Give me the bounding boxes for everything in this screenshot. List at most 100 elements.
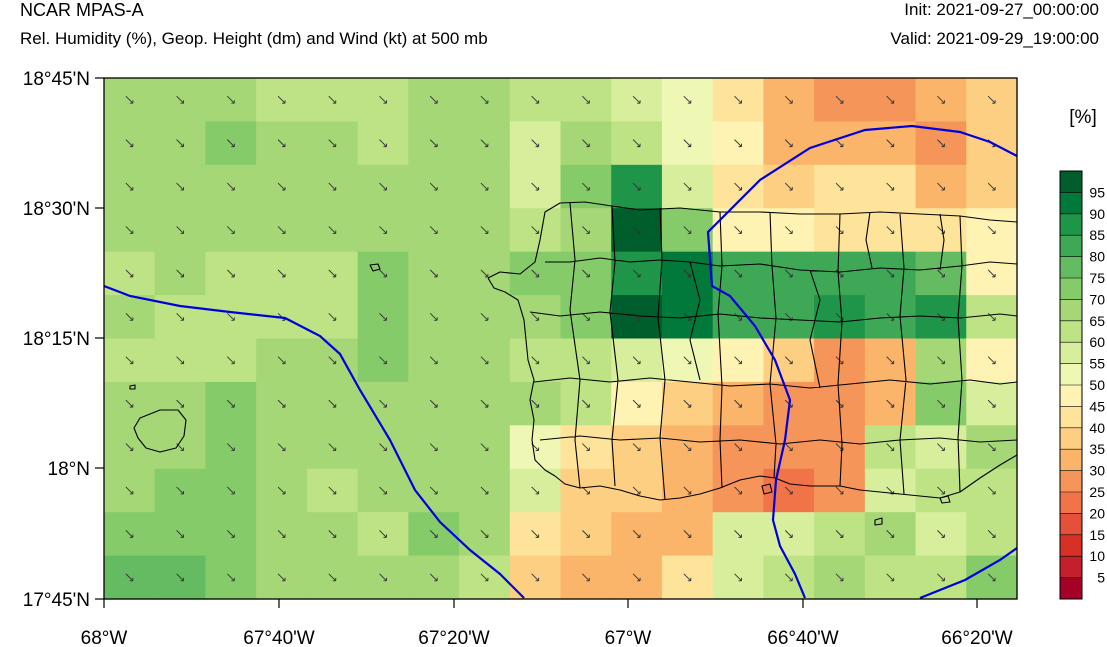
colorbar-label: 55 xyxy=(1089,356,1105,372)
wind-arrow xyxy=(277,486,286,495)
map-title: NCAR MPAS-A xyxy=(20,0,144,20)
lat-label: 18°30'N xyxy=(23,199,90,220)
wind-arrow xyxy=(632,530,641,538)
wind-arrow xyxy=(328,269,337,278)
wind-arrow xyxy=(683,139,692,148)
wind-arrow xyxy=(531,356,540,365)
wind-arrow xyxy=(937,95,945,104)
colorbar-swatch xyxy=(1060,470,1082,493)
wind-arrow xyxy=(734,226,742,234)
wind-arrow xyxy=(531,486,540,495)
wind-arrow xyxy=(379,139,387,148)
lon-label: 68°W xyxy=(81,628,128,647)
wind-arrow xyxy=(277,399,286,408)
wind-arrow xyxy=(226,182,235,191)
wind-arrow xyxy=(734,573,742,582)
wind-arrow xyxy=(226,399,235,408)
wind-arrow xyxy=(480,356,489,365)
wind-arrow xyxy=(429,356,438,365)
colorbar-swatch xyxy=(1060,299,1082,322)
wind-arrow xyxy=(379,399,387,408)
init-time: Init: 2021-09-27_00:00:00 xyxy=(904,0,1099,19)
colorbar-label: 5 xyxy=(1097,570,1105,586)
humidity-field xyxy=(104,78,1018,600)
wind-arrow xyxy=(429,226,438,234)
wind-arrow xyxy=(784,139,793,148)
wind-arrow xyxy=(683,486,692,495)
colorbar-swatch xyxy=(1060,449,1082,471)
wind-arrow xyxy=(226,486,235,495)
wind-arrow xyxy=(531,95,540,104)
wind-arrow xyxy=(937,269,945,278)
wind-arrow xyxy=(277,182,286,191)
wind-arrow xyxy=(937,399,945,408)
lat-label: 18°15'N xyxy=(23,329,90,350)
wind-arrow xyxy=(125,182,134,191)
wind-arrow xyxy=(784,443,793,451)
wind-arrow xyxy=(125,399,134,408)
wind-arrow xyxy=(328,356,337,365)
wind-arrow xyxy=(480,530,489,538)
wind-arrow xyxy=(683,356,692,365)
wind-arrow xyxy=(429,312,438,321)
monito-island xyxy=(129,384,136,390)
colorbar-label: 85 xyxy=(1089,227,1105,243)
wind-arrow xyxy=(784,486,793,495)
colorbar-swatch xyxy=(1060,427,1082,450)
wind-arrow xyxy=(835,95,844,104)
wind-arrow xyxy=(429,95,438,104)
wind-arrow xyxy=(379,486,387,495)
colorbar-label: 35 xyxy=(1089,441,1105,457)
wind-arrow xyxy=(582,139,590,148)
wind-arrow xyxy=(683,95,692,104)
wind-arrow xyxy=(480,573,489,582)
wind-arrow xyxy=(582,443,590,451)
wind-arrow xyxy=(734,399,742,408)
wind-arrow xyxy=(379,269,387,278)
wind-arrow xyxy=(886,399,895,408)
wind-arrow xyxy=(125,269,134,278)
wind-arrow xyxy=(886,530,895,538)
wind-arrow xyxy=(632,443,641,451)
wind-arrow xyxy=(531,312,540,321)
colorbar-swatch xyxy=(1060,320,1082,343)
wind-arrow xyxy=(328,139,337,148)
wind-arrow xyxy=(937,443,945,451)
wind-arrow xyxy=(125,530,134,538)
wind-arrows xyxy=(125,95,996,582)
wind-arrow xyxy=(582,95,590,104)
wind-arrow xyxy=(683,443,692,451)
colorbar-label: 65 xyxy=(1089,313,1105,329)
colorbar-label: 15 xyxy=(1089,527,1105,543)
wind-arrow xyxy=(125,443,134,451)
wind-arrow xyxy=(328,530,337,538)
colorbar-unit: [%] xyxy=(1069,107,1096,128)
wind-arrow xyxy=(784,356,793,365)
wind-arrow xyxy=(987,486,996,495)
wind-arrow xyxy=(734,139,742,148)
mona-island xyxy=(133,409,187,453)
wind-arrow xyxy=(582,399,590,408)
wind-arrow xyxy=(632,269,641,278)
wind-arrow xyxy=(176,269,185,278)
colorbar-swatch xyxy=(1060,534,1082,557)
wind-arrow xyxy=(683,226,692,234)
wind-arrow xyxy=(328,443,337,451)
wind-arrow xyxy=(176,573,185,582)
wind-arrow xyxy=(734,356,742,365)
colorbar: [%] 5 10 15 20 25 30 35 40 45 50 55 60 65 70 75 80 85 90 95 xyxy=(1059,107,1105,600)
wind-arrow xyxy=(277,226,286,234)
wind-arrow xyxy=(328,226,337,234)
wind-arrow xyxy=(480,486,489,495)
wind-arrow xyxy=(429,573,438,582)
wind-arrow xyxy=(226,573,235,582)
wind-arrow xyxy=(480,182,489,191)
colorbar-swatch xyxy=(1060,406,1082,429)
wind-arrow xyxy=(987,95,996,104)
wind-arrow xyxy=(125,356,134,365)
colorbar-label: 70 xyxy=(1089,291,1105,307)
wind-arrow xyxy=(125,486,134,495)
wind-arrow xyxy=(429,139,438,148)
colorbar-swatch xyxy=(1060,385,1082,407)
colorbar-swatch xyxy=(1060,256,1082,279)
